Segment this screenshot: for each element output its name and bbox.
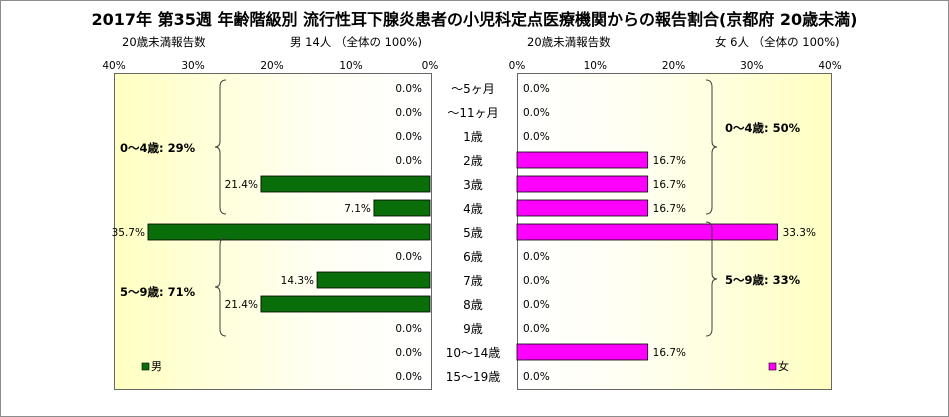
male-x-tick-label: 20% [260, 60, 283, 72]
right-summary: 女 6人 （全体の 100%) [715, 35, 840, 49]
female-annotation-0-4: 0～4歳: 50% [725, 121, 801, 135]
male-brace-0-4 [214, 79, 227, 215]
age-category-label: 9歳 [463, 322, 483, 336]
male-annotation-5-9: 5～9歳: 71% [120, 285, 196, 299]
female-x-tick-label: 10% [584, 60, 607, 72]
female-data-label: 0.0% [523, 323, 550, 335]
age-category-label: 5歳 [463, 226, 483, 240]
female-x-tick-label: 20% [662, 60, 685, 72]
male-x-tick-label: 30% [181, 60, 204, 72]
male-data-label: 14.3% [281, 275, 314, 287]
female-data-label: 0.0% [523, 275, 550, 287]
male-legend-swatch [141, 362, 150, 371]
male-data-label: 0.0% [395, 323, 422, 335]
female-data-label: 16.7% [653, 203, 686, 215]
female-data-label: 16.7% [653, 179, 686, 191]
male-annotation-0-4: 0～4歳: 29% [120, 141, 196, 155]
male-brace-5-9 [214, 237, 227, 337]
male-bar [147, 223, 431, 241]
right-caption: 20歳未満報告数 [527, 35, 611, 49]
female-data-label: 0.0% [523, 107, 550, 119]
age-category-label: 15～19歳 [446, 370, 501, 384]
female-x-tick-label: 40% [818, 60, 841, 72]
age-category-label: 1歳 [463, 130, 483, 144]
age-category-label: 7歳 [463, 274, 483, 288]
left-caption: 20歳未満報告数 [122, 35, 206, 49]
female-data-label: 16.7% [653, 347, 686, 359]
male-data-label: 0.0% [395, 347, 422, 359]
female-bar [516, 223, 778, 241]
female-data-label: 0.0% [523, 131, 550, 143]
female-bar [516, 151, 649, 169]
male-x-tick-label: 10% [339, 60, 362, 72]
age-category-label: 3歳 [463, 178, 483, 192]
male-data-label: 0.0% [395, 155, 422, 167]
male-data-label: 21.4% [225, 179, 258, 191]
female-bar [516, 199, 649, 217]
male-data-label: 0.0% [395, 83, 422, 95]
male-bar [260, 295, 431, 313]
female-brace-5-9 [705, 221, 718, 337]
female-data-label: 0.0% [523, 299, 550, 311]
female-annotation-5-9: 5～9歳: 33% [725, 273, 801, 287]
female-x-tick-label: 0% [509, 60, 526, 72]
male-data-label: 0.0% [395, 371, 422, 383]
male-data-label: 0.0% [395, 251, 422, 263]
male-x-tick-label: 40% [102, 60, 125, 72]
female-legend-label: 女 [778, 359, 789, 373]
age-category-label: ～5ヶ月 [451, 82, 495, 96]
female-brace-0-4 [705, 79, 718, 215]
female-data-label: 0.0% [523, 83, 550, 95]
male-data-label: 0.0% [395, 107, 422, 119]
female-x-tick-label: 30% [740, 60, 763, 72]
chart-title: 2017年 第35週 年齢階級別 流行性耳下腺炎患者の小児科定点医療機関からの報… [91, 10, 858, 29]
female-bar [516, 175, 649, 193]
female-bar [516, 343, 649, 361]
age-category-label: 4歳 [463, 202, 483, 216]
male-data-label: 35.7% [112, 227, 145, 239]
male-data-label: 21.4% [225, 299, 258, 311]
male-x-tick-label: 0% [422, 60, 439, 72]
male-legend-label: 男 [151, 360, 162, 373]
age-category-label: ～11ヶ月 [447, 106, 498, 120]
age-category-label: 10～14歳 [446, 346, 501, 360]
female-data-label: 33.3% [783, 227, 816, 239]
left-summary: 男 14人 （全体の 100%) [290, 35, 422, 49]
age-category-label: 6歳 [463, 250, 483, 264]
female-data-label: 0.0% [523, 251, 550, 263]
male-bar [373, 199, 431, 217]
female-data-label: 16.7% [653, 155, 686, 167]
female-data-label: 0.0% [523, 371, 550, 383]
male-bar [316, 271, 431, 289]
age-category-label: 2歳 [463, 154, 483, 168]
female-legend-swatch [768, 362, 777, 371]
male-data-label: 7.1% [344, 203, 371, 215]
male-data-label: 0.0% [395, 131, 422, 143]
age-category-label: 8歳 [463, 298, 483, 312]
male-bar [260, 175, 431, 193]
